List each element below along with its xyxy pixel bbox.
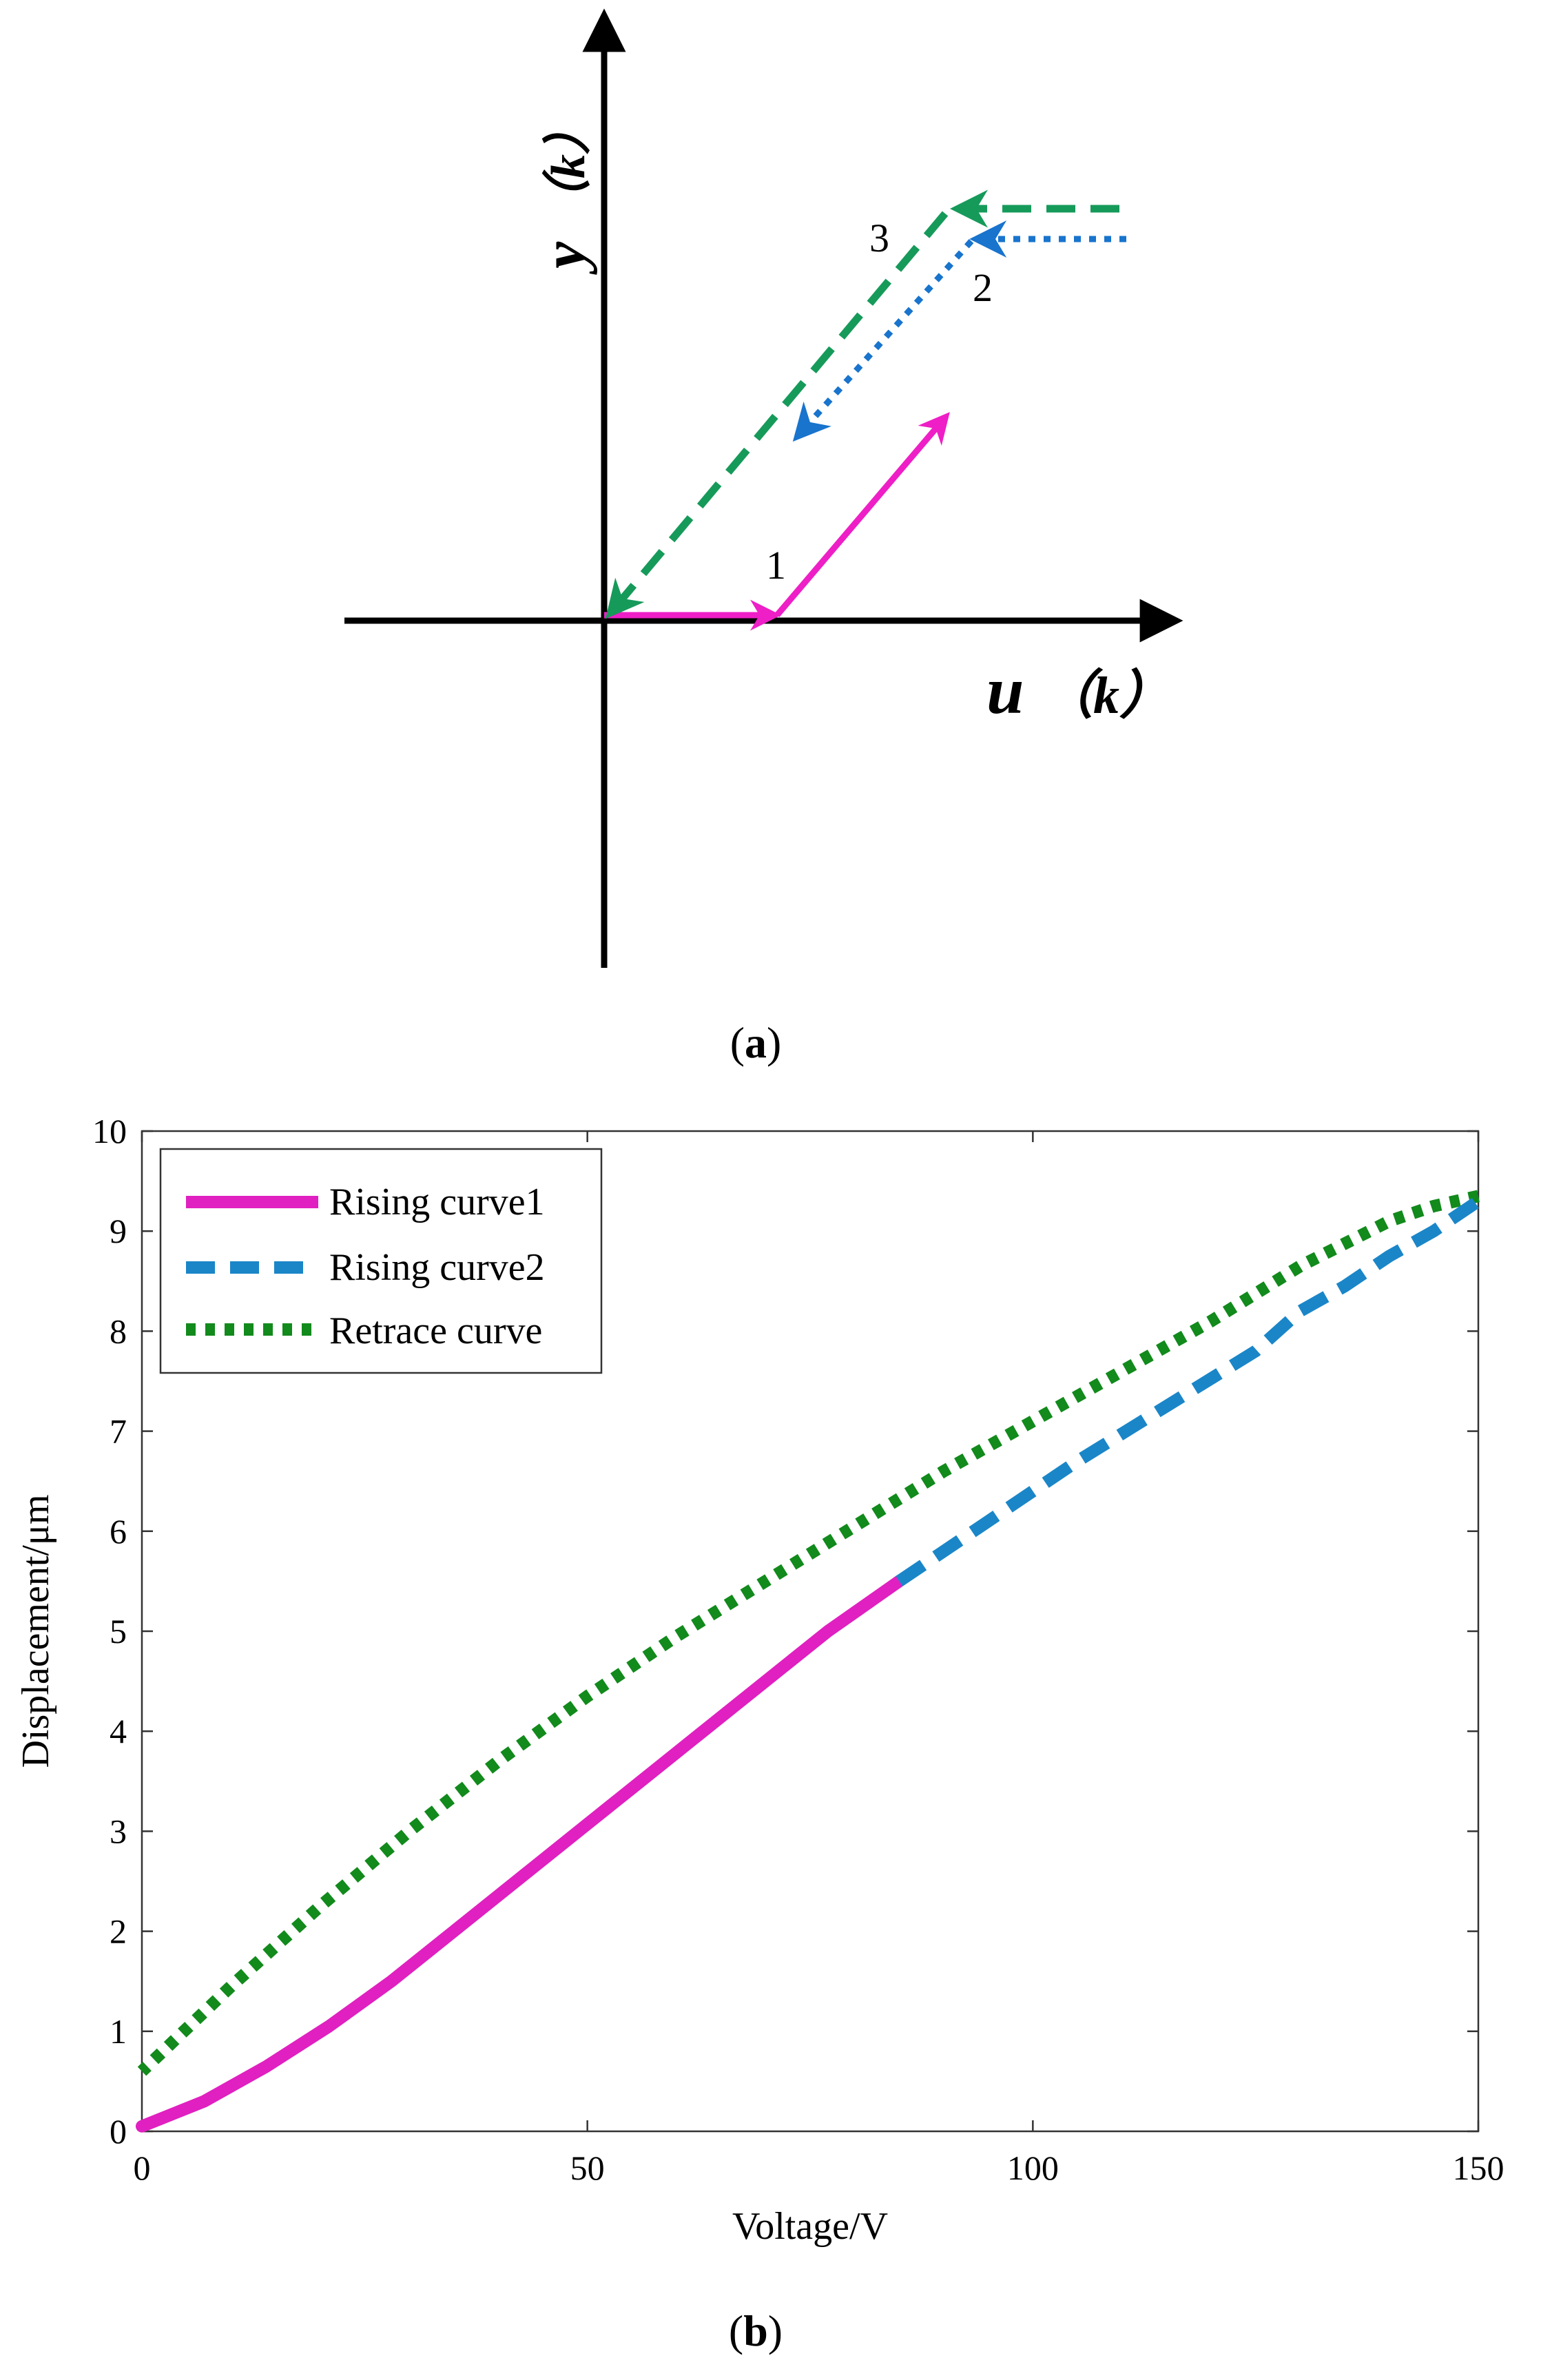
y-tick-label: 10: [92, 1112, 127, 1150]
y-tick-label: 9: [110, 1212, 127, 1250]
panel-a-x-axis-label: u （k）: [986, 654, 1172, 728]
legend: Rising curve1 Rising curve2 Retrace curv…: [159, 1148, 603, 1374]
panel-a-caption: (a): [730, 1018, 782, 1067]
panel-b-caption-open: (: [729, 2306, 743, 2355]
series-line-rising-curve1: [136, 1575, 906, 2133]
panel-b-caption-letter: b: [743, 2306, 768, 2355]
panel-a-caption-open: (: [730, 1018, 745, 1067]
y-tick-label: 2: [110, 1912, 127, 1951]
series-layer: [136, 1190, 1482, 2133]
x-axis-title: Voltage/V: [732, 2205, 888, 2248]
panel-a-caption-close: ): [767, 1018, 781, 1067]
y-tick-label: 7: [110, 1412, 127, 1451]
panel-a-schematic: 1 2 3 y （k） u （k） (a): [344, 8, 1183, 1067]
y-tick-label: 5: [110, 1612, 127, 1651]
x-tick-label: 150: [1453, 2149, 1504, 2187]
panel-a-y-axis-label: y （k）: [531, 106, 598, 275]
panel-b-caption: (b): [729, 2306, 783, 2355]
panel-a-caption-letter: a: [745, 1018, 767, 1067]
panel-b-caption-close: ): [768, 2306, 783, 2355]
legend-label-rising-curve2: Rising curve2: [329, 1246, 545, 1289]
x-tick-label: 50: [570, 2149, 605, 2187]
axis-ticks: 0 50 100 150 0 1 2 3 4 5 6 7 8 9 10: [92, 1112, 1504, 2187]
y-tick-label: 4: [110, 1712, 127, 1750]
path-label-2: 2: [973, 265, 993, 310]
path-2-descending-segment: [792, 239, 974, 442]
y-tick-label: 1: [110, 2012, 127, 2051]
x-axis-arg: （k）: [1041, 667, 1172, 725]
legend-label-rising-curve1: Rising curve1: [329, 1181, 545, 1223]
x-axis-var: u: [986, 654, 1024, 728]
series-line-retrace-curve: [137, 1190, 1480, 2076]
series-line-rising-curve2: [896, 1196, 1482, 1586]
y-axis-arg: （k）: [541, 106, 595, 227]
path-label-3: 3: [869, 216, 889, 260]
y-tick-label: 6: [110, 1512, 127, 1551]
y-tick-label: 3: [110, 1812, 127, 1850]
y-tick-label: 8: [110, 1312, 127, 1350]
legend-label-retrace-curve: Retrace curve: [329, 1310, 542, 1352]
x-tick-label: 0: [134, 2149, 151, 2187]
path-1-rising-segment: [774, 412, 950, 617]
path-label-1: 1: [766, 543, 786, 588]
panel-b-line-chart: 0 50 100 150 0 1 2 3 4 5 6 7 8 9 10 Rising curve1 Risi…: [14, 1112, 1504, 2355]
y-axis-title: Displacement/μm: [14, 1494, 57, 1768]
y-tick-label: 0: [110, 2112, 127, 2151]
x-tick-label: 100: [1007, 2149, 1059, 2187]
y-axis-var: y: [531, 241, 598, 275]
